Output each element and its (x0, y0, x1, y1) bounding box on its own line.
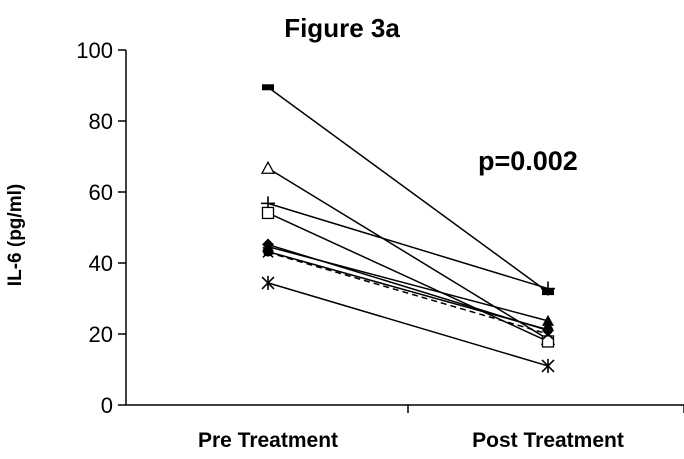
x-ticks: Pre Treatment Post Treatment (198, 405, 684, 452)
series-1 (262, 84, 554, 296)
series-line (267, 212, 549, 343)
p-value-annotation: p=0.002 (478, 146, 578, 176)
y-axis-label: IL-6 (pg/ml) (5, 184, 26, 286)
y-tick-label: 20 (89, 322, 113, 347)
y-tick-label: 0 (101, 393, 113, 418)
data-point (542, 328, 554, 340)
y-tick-label: 40 (89, 251, 113, 276)
x-category-label: Post Treatment (472, 429, 624, 452)
data-point (262, 84, 274, 91)
data-point (542, 314, 554, 326)
series-line (267, 251, 549, 335)
series-line (267, 167, 549, 340)
series-line (267, 202, 549, 290)
y-ticks: 0 20 40 60 80 100 (76, 38, 126, 418)
series-9 (261, 275, 555, 373)
y-tick-label: 80 (89, 109, 113, 134)
series-line (267, 282, 549, 367)
series-2 (261, 196, 555, 296)
chart-title: Figure 3a (284, 13, 400, 43)
y-tick-label: 60 (89, 180, 113, 205)
series-group (260, 84, 556, 373)
y-tick-label: 100 (76, 38, 113, 63)
data-point (262, 246, 274, 258)
series-line (267, 86, 549, 293)
data-point (261, 206, 275, 220)
series-8 (262, 246, 554, 340)
series-line (267, 245, 549, 322)
series-7 (263, 246, 553, 335)
data-point (260, 160, 276, 174)
x-category-label: Pre Treatment (198, 429, 338, 452)
series-line (267, 250, 549, 331)
